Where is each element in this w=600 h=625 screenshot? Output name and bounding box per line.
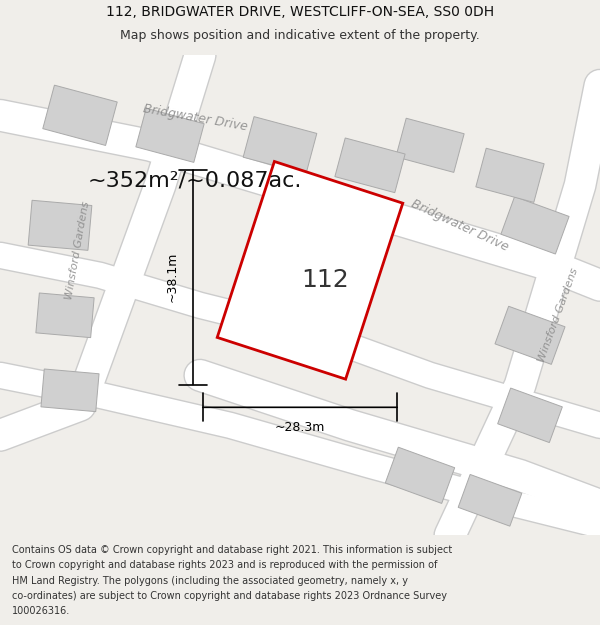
Text: Winsford Gardens: Winsford Gardens <box>64 201 92 300</box>
Text: ~38.1m: ~38.1m <box>166 252 179 302</box>
Text: HM Land Registry. The polygons (including the associated geometry, namely x, y: HM Land Registry. The polygons (includin… <box>12 576 408 586</box>
Polygon shape <box>28 200 92 251</box>
Polygon shape <box>43 85 117 146</box>
Text: Map shows position and indicative extent of the property.: Map shows position and indicative extent… <box>120 29 480 42</box>
Polygon shape <box>243 117 317 174</box>
Polygon shape <box>458 474 522 526</box>
Polygon shape <box>497 388 562 442</box>
Polygon shape <box>41 369 99 412</box>
Text: 100026316.: 100026316. <box>12 606 70 616</box>
Text: Bridgwater Drive: Bridgwater Drive <box>142 102 248 133</box>
Polygon shape <box>396 118 464 172</box>
Text: co-ordinates) are subject to Crown copyright and database rights 2023 Ordnance S: co-ordinates) are subject to Crown copyr… <box>12 591 447 601</box>
Text: 112, BRIDGWATER DRIVE, WESTCLIFF-ON-SEA, SS0 0DH: 112, BRIDGWATER DRIVE, WESTCLIFF-ON-SEA,… <box>106 5 494 19</box>
Polygon shape <box>36 293 94 338</box>
Polygon shape <box>501 197 569 254</box>
Text: Winsford Gardens: Winsford Gardens <box>536 267 580 364</box>
Polygon shape <box>217 161 403 379</box>
Polygon shape <box>335 138 405 192</box>
Text: to Crown copyright and database rights 2023 and is reproduced with the permissio: to Crown copyright and database rights 2… <box>12 560 437 570</box>
Text: ~28.3m: ~28.3m <box>275 421 325 434</box>
Polygon shape <box>476 148 544 202</box>
Text: ~352m²/~0.087ac.: ~352m²/~0.087ac. <box>88 170 302 190</box>
Polygon shape <box>495 306 565 364</box>
Text: 112: 112 <box>301 268 349 292</box>
Text: Contains OS data © Crown copyright and database right 2021. This information is : Contains OS data © Crown copyright and d… <box>12 544 452 555</box>
Text: Bridgwater Drive: Bridgwater Drive <box>409 197 511 254</box>
Polygon shape <box>136 108 204 162</box>
Polygon shape <box>385 448 455 503</box>
